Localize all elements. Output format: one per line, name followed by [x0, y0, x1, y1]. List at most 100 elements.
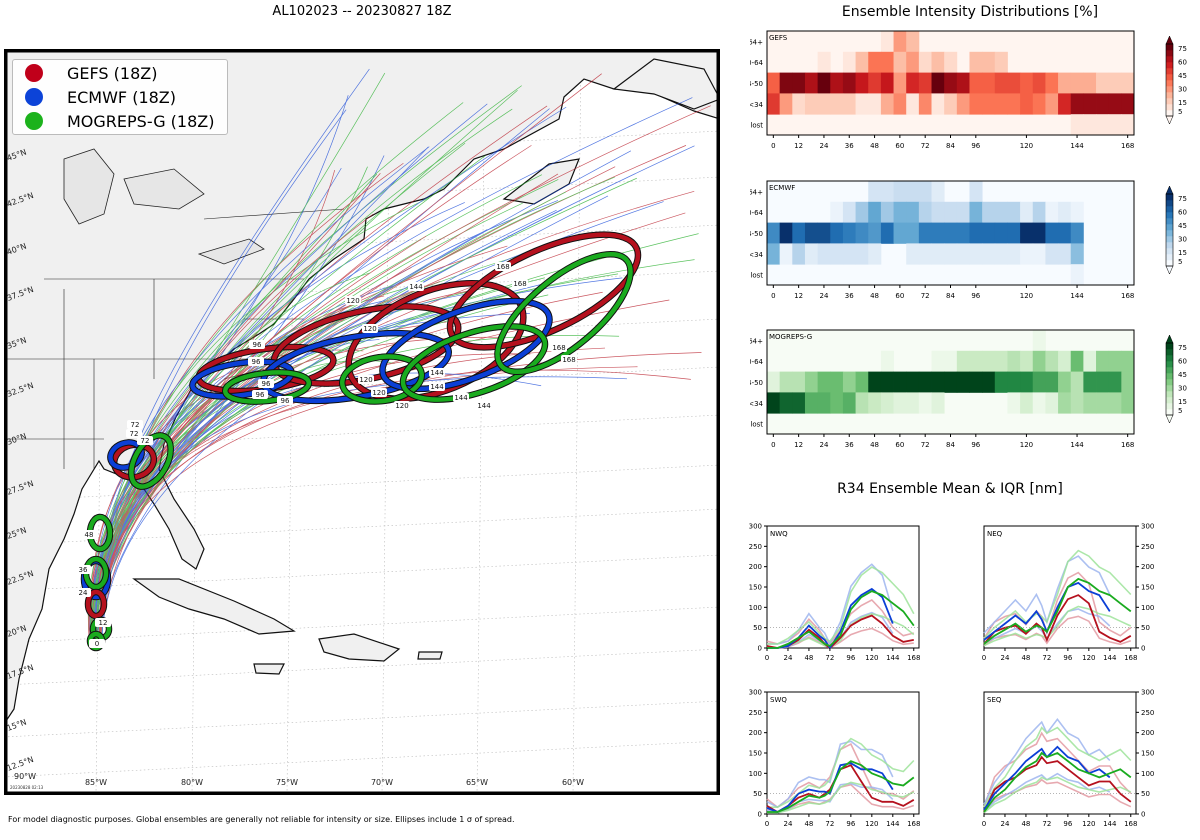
hour-label-text: 24: [79, 589, 88, 597]
heatmap-cell: [969, 72, 983, 94]
label-bg: [512, 279, 528, 288]
heatmap-cell: [868, 201, 882, 223]
heatmap-cell: [842, 51, 856, 73]
heatmap-cell: [1083, 392, 1097, 414]
heatmap-cell: [931, 371, 945, 393]
heatmap-cell: [956, 243, 970, 265]
heatmap-cell: [880, 31, 894, 53]
r34-x-label: 72: [1042, 820, 1051, 828]
newfoundland: [612, 58, 720, 110]
colorbar-segment: [1166, 218, 1173, 225]
ellipse-hour-label: 72: [137, 436, 153, 445]
heatmap-cell: [880, 181, 894, 203]
r34-iqr-line: [983, 776, 1132, 814]
label-bg: [495, 262, 511, 271]
hour-label-text: 0: [95, 640, 99, 648]
r34-iqr-line: [983, 726, 1132, 808]
heatmap-cell: [1007, 201, 1021, 223]
r34-y-label: 50: [1141, 624, 1150, 632]
longitude-label: 85°W: [85, 778, 107, 787]
hour-label-text: 120: [346, 297, 359, 305]
heatmap-cell: [868, 72, 882, 94]
ecmwf-ellipse-144: [380, 298, 552, 392]
heatmap-cell: [842, 201, 856, 223]
heatmap-cell: [994, 222, 1008, 244]
latitude-gridline: [4, 740, 720, 778]
heatmap-cell: [1070, 243, 1084, 265]
ensemble-track-line: [88, 267, 412, 640]
heatmap-cell: [1058, 93, 1072, 115]
heatmap-cell: [918, 181, 932, 203]
heatmap-cell: [906, 72, 920, 94]
label-bg: [277, 396, 293, 405]
heatmap-cell: [944, 51, 958, 73]
heatmap-cell: [1020, 201, 1034, 223]
heatmap-cell: [830, 222, 844, 244]
colorbar-segment: [1166, 236, 1173, 243]
label-bg: [137, 436, 153, 445]
hour-label-text: 144: [430, 383, 444, 391]
colorbar-label: 5: [1178, 258, 1182, 266]
colorbar-label: 45: [1178, 371, 1187, 379]
heatmap-cell: [982, 371, 996, 393]
heatmap-cell: [842, 72, 856, 94]
heatmap-y-label: 50-64: [750, 209, 764, 217]
heatmap-cell: [918, 93, 932, 115]
colorbar-label: 75: [1178, 195, 1187, 203]
ellipse-hour-label: 24: [75, 588, 91, 597]
heatmap-cell: [906, 51, 920, 73]
hour-label-text: 168: [562, 356, 575, 364]
colorbar-frame: [1165, 342, 1174, 416]
heatmap-cell: [817, 72, 831, 94]
heatmap-cell: [994, 51, 1008, 73]
heatmap-cell: [1045, 371, 1059, 393]
label-bg: [561, 355, 577, 364]
r34-mean-line: [983, 751, 1132, 813]
colorbar-label: 75: [1178, 45, 1187, 53]
cuba: [132, 578, 296, 635]
mogreps-ellipse-120: [340, 354, 424, 404]
heatmap-cell: [1096, 114, 1110, 136]
hour-label-text: 144: [454, 394, 468, 402]
heatmap-cell: [830, 371, 844, 393]
heatmap-cell: [1083, 72, 1097, 94]
r34-y-label: 200: [1141, 729, 1154, 737]
r34-x-label: 120: [865, 654, 878, 662]
latitude-gridline: [4, 606, 720, 644]
latitude-gridline: [4, 648, 720, 686]
heatmap-y-label: 50-64: [750, 358, 764, 366]
heatmap-cell: [931, 243, 945, 265]
heatmap-cell: [944, 350, 958, 372]
r34-x-label: 96: [1063, 654, 1072, 662]
heatmap-cell: [817, 392, 831, 414]
latitude-gridline: [4, 130, 720, 168]
ellipse-hour-label: 96: [258, 379, 274, 388]
r34-y-label: 50: [1141, 790, 1150, 798]
heatmap-cell: [855, 51, 869, 73]
heatmap-cell: [1070, 222, 1084, 244]
r34-y-label: 150: [1141, 750, 1154, 758]
latitude-gridline: [4, 414, 720, 452]
heatmap-cell: [868, 181, 882, 203]
longitude-gridline: [476, 49, 486, 795]
ensemble-track-line: [96, 303, 371, 640]
heatmap-cell: [906, 201, 920, 223]
heatmap-y-label: 64+: [750, 337, 763, 345]
label-bg: [249, 340, 265, 349]
label-bg: [95, 618, 111, 627]
heatmap-cell: [767, 222, 781, 244]
colorbar-label: 75: [1178, 344, 1187, 352]
heatmap-cell: [982, 93, 996, 115]
r34-mean-line: [767, 587, 894, 650]
ensemble-intensity-title: Ensemble Intensity Distributions [%]: [841, 4, 1099, 20]
heatmap-cell: [779, 72, 793, 94]
hour-label-text: 72: [131, 421, 140, 429]
colorbar-label: 45: [1178, 72, 1187, 80]
r34-x-label: 120: [1082, 654, 1095, 662]
heatmap-cell: [817, 371, 831, 393]
longitude-label: 60°W: [562, 778, 584, 787]
longitude-gridline: [572, 49, 582, 795]
heatmap-cell: [842, 371, 856, 393]
latitude-gridline: [4, 224, 720, 262]
